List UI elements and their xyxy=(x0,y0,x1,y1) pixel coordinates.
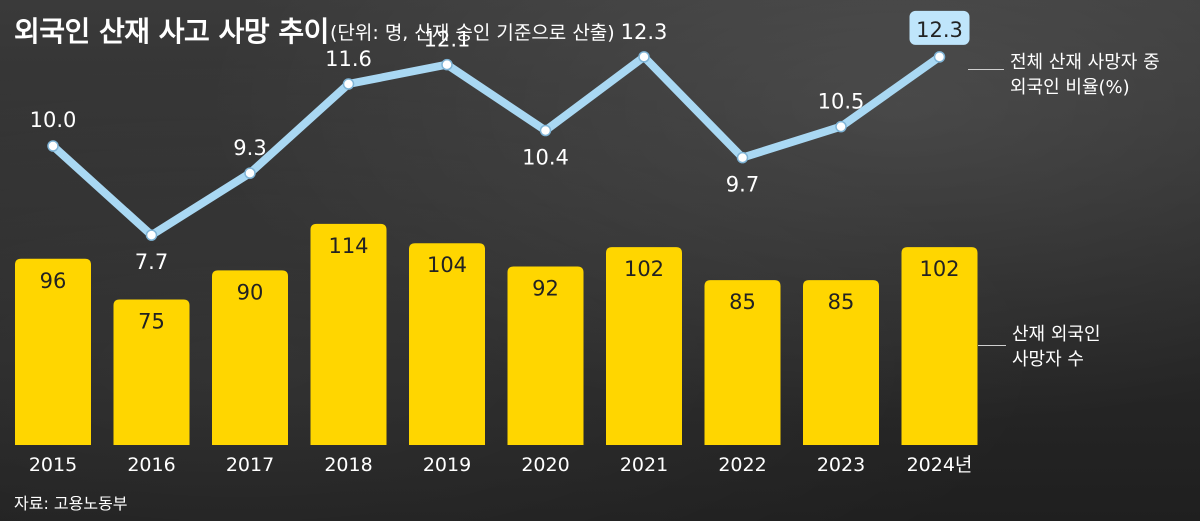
bar xyxy=(310,223,387,445)
x-tick-label: 2017 xyxy=(226,454,274,476)
bar xyxy=(15,258,91,445)
x-tick-label: 2022 xyxy=(718,454,766,476)
bar-value-label: 96 xyxy=(40,269,67,293)
bar-series xyxy=(15,223,978,445)
line-point xyxy=(47,140,59,152)
bar-value-label: 114 xyxy=(328,234,368,258)
bar-value-label: 75 xyxy=(138,310,165,334)
x-tick-label: 2018 xyxy=(324,454,372,476)
line-point xyxy=(244,167,256,179)
line-value-label: 11.6 xyxy=(325,47,372,71)
bar xyxy=(212,270,288,445)
bar-value-label: 104 xyxy=(427,253,467,277)
legend-bar-series: 산재 외국인 사망자 수 xyxy=(978,322,1192,372)
highlight-label-box xyxy=(909,10,970,45)
line-point xyxy=(638,51,650,63)
x-tick-label: 2016 xyxy=(127,454,175,476)
line-value-label: 7.7 xyxy=(135,250,168,274)
chart-title: 외국인 산재 사고 사망 추이 xyxy=(14,15,329,48)
bar xyxy=(507,266,584,445)
bar xyxy=(803,280,879,445)
chart-subtitle: (단위: 명, 산재 승인 기준으로 산출) xyxy=(330,22,615,44)
line-point xyxy=(441,58,453,71)
x-tick-label: 2015 xyxy=(29,454,77,476)
line-value-label: 10.4 xyxy=(522,146,569,170)
legend-bar-text-2: 사망자 수 xyxy=(1012,349,1084,370)
bar xyxy=(901,247,978,445)
line-point xyxy=(736,151,749,164)
line-value-label: 12.3 xyxy=(621,20,668,44)
legend-bar-text-1: 산재 외국인 xyxy=(1012,324,1101,345)
x-tick-label: 2020 xyxy=(521,454,569,476)
bar xyxy=(113,299,190,445)
x-tick-label: 2019 xyxy=(423,454,471,476)
line-value-label: 9.3 xyxy=(233,136,266,160)
source-note: 자료: 고용노동부 xyxy=(14,494,128,513)
line-point xyxy=(933,51,946,63)
bar xyxy=(409,243,485,445)
bar-value-label: 102 xyxy=(919,257,959,281)
line-value-label: 10.0 xyxy=(30,108,77,132)
line-path xyxy=(49,51,944,241)
x-tick-label: 2024년 xyxy=(907,454,973,476)
bar-value-label: 85 xyxy=(729,290,756,314)
line-value-label: 12.1 xyxy=(424,28,471,52)
line-value-label: 12.3 xyxy=(916,18,963,42)
line-series xyxy=(47,51,946,241)
line-point xyxy=(342,78,355,90)
bar-value-label: 85 xyxy=(828,290,855,314)
line-value-label: 10.5 xyxy=(818,90,865,114)
legend-line-text-2: 외국인 비율(%) xyxy=(1010,77,1130,98)
bar-value-label: 92 xyxy=(532,277,559,301)
bar-value-label: 102 xyxy=(624,257,664,281)
line-point xyxy=(145,229,158,241)
bar-value-label: 90 xyxy=(237,280,264,304)
legend-line-series: 전체 산재 사망자 중 외국인 비율(%) xyxy=(968,50,1195,100)
line-point xyxy=(539,124,552,137)
x-tick-label: 2023 xyxy=(817,454,865,476)
bar xyxy=(704,280,781,445)
x-tick-label: 2021 xyxy=(620,454,668,476)
bar xyxy=(606,247,682,445)
bar-labels: 96 75 90 114 104 92 102 85 85 102 xyxy=(40,234,960,334)
x-axis-ticks: 2015 2016 2017 2018 2019 2020 2021 2022 2023 2024… xyxy=(29,454,973,476)
line-labels: 10.0 7.7 9.3 11.6 12.1 10.4 12.3 9.7 10.5 12.3 xyxy=(30,10,970,274)
line-point xyxy=(835,120,847,133)
line-value-label: 9.7 xyxy=(726,173,759,197)
legend-line-text-1: 전체 산재 사망자 중 xyxy=(1010,52,1160,73)
